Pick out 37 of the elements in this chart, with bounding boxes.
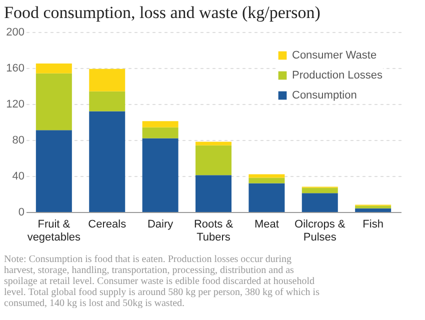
bar	[89, 68, 126, 92]
bar	[196, 175, 232, 212]
bar	[36, 130, 72, 212]
x-tick-label: Fruit & vegetables	[27, 218, 82, 244]
bar	[89, 111, 126, 212]
x-tick-label: Cereals	[88, 218, 127, 230]
bar	[36, 73, 72, 130]
bar	[248, 178, 285, 184]
bar	[248, 174, 285, 178]
x-tick-label: Meat	[254, 218, 279, 230]
bar	[302, 188, 338, 194]
y-tick-label: 80	[12, 134, 24, 146]
legend-label: Production Losses	[292, 70, 383, 82]
bar	[142, 121, 178, 128]
legend-label: Consumption	[292, 90, 357, 102]
bar	[355, 208, 392, 212]
y-tick-label: 40	[12, 170, 24, 182]
y-tick-label: 120	[6, 98, 24, 110]
text: Note: Consumption is food that is eaten. Production losses occur during harvest, storage, handling, transportation, processing, distribution and as spoilage at retail level. Consumer waste is edible food discarded at household level. Total global food supply is around 580 kg per person, 380 kg of which is consumed, 140 kg is lost and 50kg is wasted.	[4, 254, 320, 309]
bar	[142, 127, 178, 138]
chart-title: Food consumption, loss and waste (kg/person)	[4, 3, 320, 22]
bar	[302, 193, 338, 212]
y-tick-label: 160	[6, 62, 24, 74]
y-tick-label: 0	[18, 206, 24, 218]
legend-label: Consumer Waste	[292, 50, 377, 62]
bar	[36, 64, 72, 74]
bar	[248, 183, 285, 212]
x-tick-label: Dairy	[147, 218, 174, 230]
x-tick-label: Fish	[362, 218, 384, 230]
bar	[142, 138, 178, 212]
y-tick-label: 200	[6, 26, 24, 38]
bar	[196, 145, 232, 176]
bar	[89, 91, 126, 112]
x-tick-label: Roots & Tubers	[194, 218, 234, 244]
bar	[355, 206, 392, 208]
bar	[196, 142, 232, 146]
x-tick-label: Oilcrops & Pulses	[294, 218, 346, 244]
